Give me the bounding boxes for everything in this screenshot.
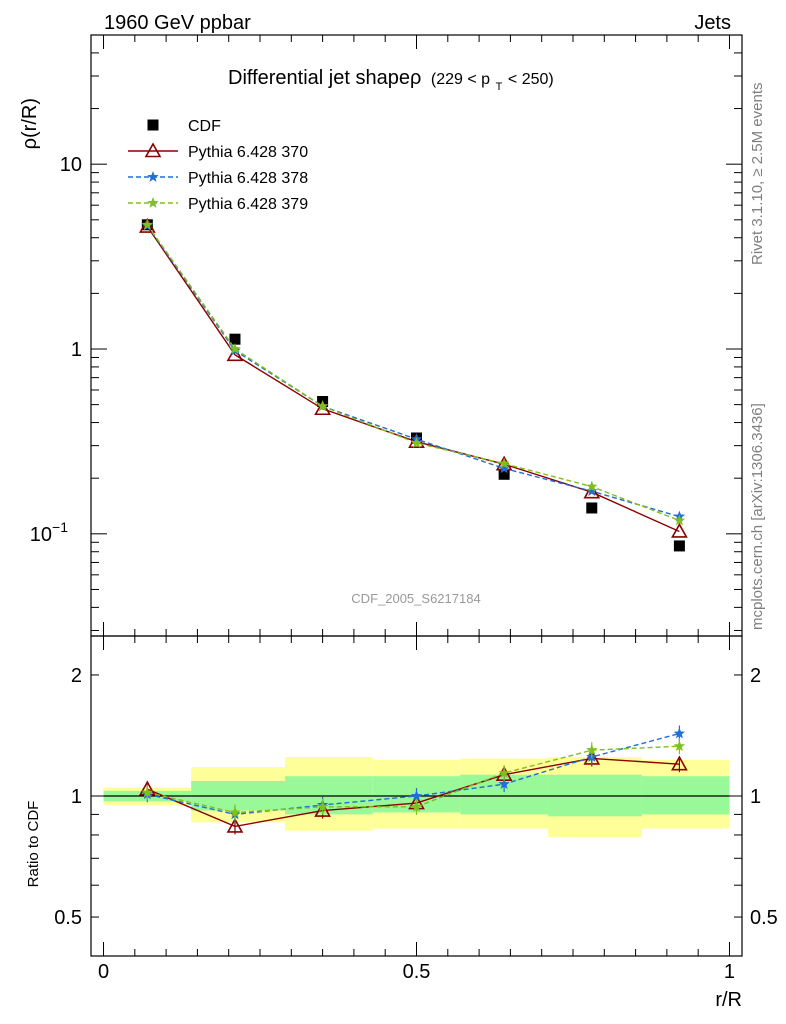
analysis-watermark: CDF_2005_S6217184 — [351, 591, 480, 606]
legend-label: Pythia 6.428 378 — [188, 170, 308, 187]
legend-label: Pythia 6.428 379 — [188, 196, 308, 213]
y-tick-label-base: 10 — [30, 524, 52, 546]
data-point — [671, 522, 688, 538]
ratio-point — [314, 801, 331, 817]
ratio-ylabel: Ratio to CDF — [25, 801, 42, 888]
data-point — [498, 462, 510, 474]
data-point — [673, 514, 686, 526]
main-title: Differential jet shapeρ (229 < p T < 250… — [228, 67, 554, 95]
series-2 — [141, 219, 686, 522]
series-line — [146, 224, 680, 522]
y-tick-label: 0.5 — [54, 907, 82, 929]
y-tick-label: 10 — [60, 154, 82, 176]
data-point — [229, 333, 241, 345]
data-point — [316, 400, 329, 412]
legend-marker — [147, 197, 159, 208]
ratio-point — [229, 806, 241, 818]
x-tick-label: 0.5 — [403, 961, 431, 983]
ratio-point — [673, 740, 686, 752]
ratio-panel: 2 2 1 1 0.5 0.5 0 0.5 1 — [54, 635, 778, 983]
data-point — [673, 540, 685, 552]
ratio-point — [410, 800, 423, 812]
mcplots-label: mcplots.cern.ch [arXiv:1306.3436] — [749, 403, 766, 630]
ratio-point — [226, 817, 244, 833]
data-point — [586, 480, 598, 492]
series-line — [146, 225, 680, 518]
legend-label: CDF — [188, 118, 221, 135]
data-point — [226, 346, 244, 362]
ratio-series-2 — [141, 738, 686, 821]
data-point — [498, 457, 510, 469]
series-1 — [138, 217, 688, 538]
y-tick-label-right: 2 — [750, 665, 761, 687]
data-point — [141, 218, 153, 230]
y-tick-label: 1 — [71, 786, 82, 808]
ratio-point — [141, 786, 153, 798]
main-title-end: < 250) — [508, 71, 554, 88]
ratio-point — [671, 755, 688, 771]
legend-marker — [144, 142, 162, 158]
header-left: 1960 GeV ppbar — [104, 12, 251, 34]
y-tick-label: 1 — [71, 339, 82, 361]
legend-marker — [147, 119, 159, 131]
ratio-point — [410, 790, 423, 801]
main-title-suffix: (229 < p — [431, 71, 490, 88]
ratio-point — [316, 800, 329, 812]
main-title-text: Differential jet shapeρ — [228, 67, 421, 89]
ratio-point — [673, 727, 686, 739]
y-tick-label: 2 — [71, 665, 82, 687]
ratio-xlabel: r/R — [715, 989, 742, 1011]
legend: CDF Pythia 6.428 370 Pythia 6.428 378 Pythi… — [128, 118, 308, 213]
data-point — [229, 343, 241, 354]
data-point — [410, 437, 423, 448]
y-tick-label-exponent: −1 — [52, 519, 68, 535]
data-point — [586, 485, 598, 497]
main-ylabel: ρ(r/R) — [19, 98, 41, 149]
rivet-label: Rivet 3.1.10, ≥ 2.5M events — [749, 83, 766, 266]
series-0 — [141, 219, 685, 552]
legend-marker — [147, 171, 159, 182]
data-point — [586, 502, 598, 514]
inner-uncertainty-band — [641, 776, 730, 815]
x-tick-label: 1 — [724, 961, 735, 983]
ratio-point — [498, 767, 510, 778]
series-line — [146, 226, 680, 533]
series-3 — [141, 218, 686, 526]
data-point — [138, 217, 156, 233]
ratio-point — [586, 744, 598, 755]
ratio-point — [498, 778, 510, 789]
y-tick-label-right: 0.5 — [750, 907, 778, 929]
y-tick-label: 10−1 — [30, 519, 68, 546]
header-right: Jets — [694, 12, 731, 34]
y-tick-label-right: 1 — [750, 786, 761, 808]
x-tick-label: 0 — [98, 961, 109, 983]
main-title-sub: T — [496, 81, 503, 93]
data-point — [498, 468, 510, 480]
legend-label: Pythia 6.428 370 — [188, 144, 308, 161]
